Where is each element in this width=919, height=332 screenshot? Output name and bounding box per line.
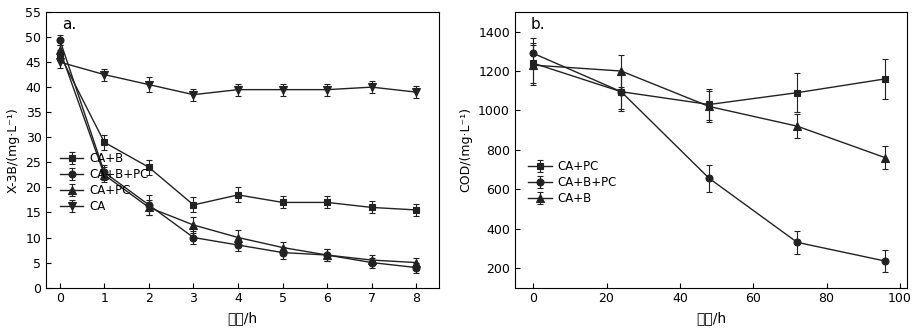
Text: a.: a. bbox=[62, 18, 76, 33]
Y-axis label: COD/(mg·L⁻¹): COD/(mg·L⁻¹) bbox=[459, 107, 472, 192]
Y-axis label: X-3B/(mg·L⁻¹): X-3B/(mg·L⁻¹) bbox=[7, 107, 20, 193]
Legend: CA+PC, CA+B+PC, CA+B: CA+PC, CA+B+PC, CA+B bbox=[524, 157, 620, 209]
X-axis label: 时间/h: 时间/h bbox=[695, 311, 725, 325]
Text: b.: b. bbox=[530, 18, 545, 33]
X-axis label: 时间/h: 时间/h bbox=[227, 311, 257, 325]
Legend: CA+B, CA+B+PC, CA+PC, CA: CA+B, CA+B+PC, CA+PC, CA bbox=[56, 149, 152, 217]
